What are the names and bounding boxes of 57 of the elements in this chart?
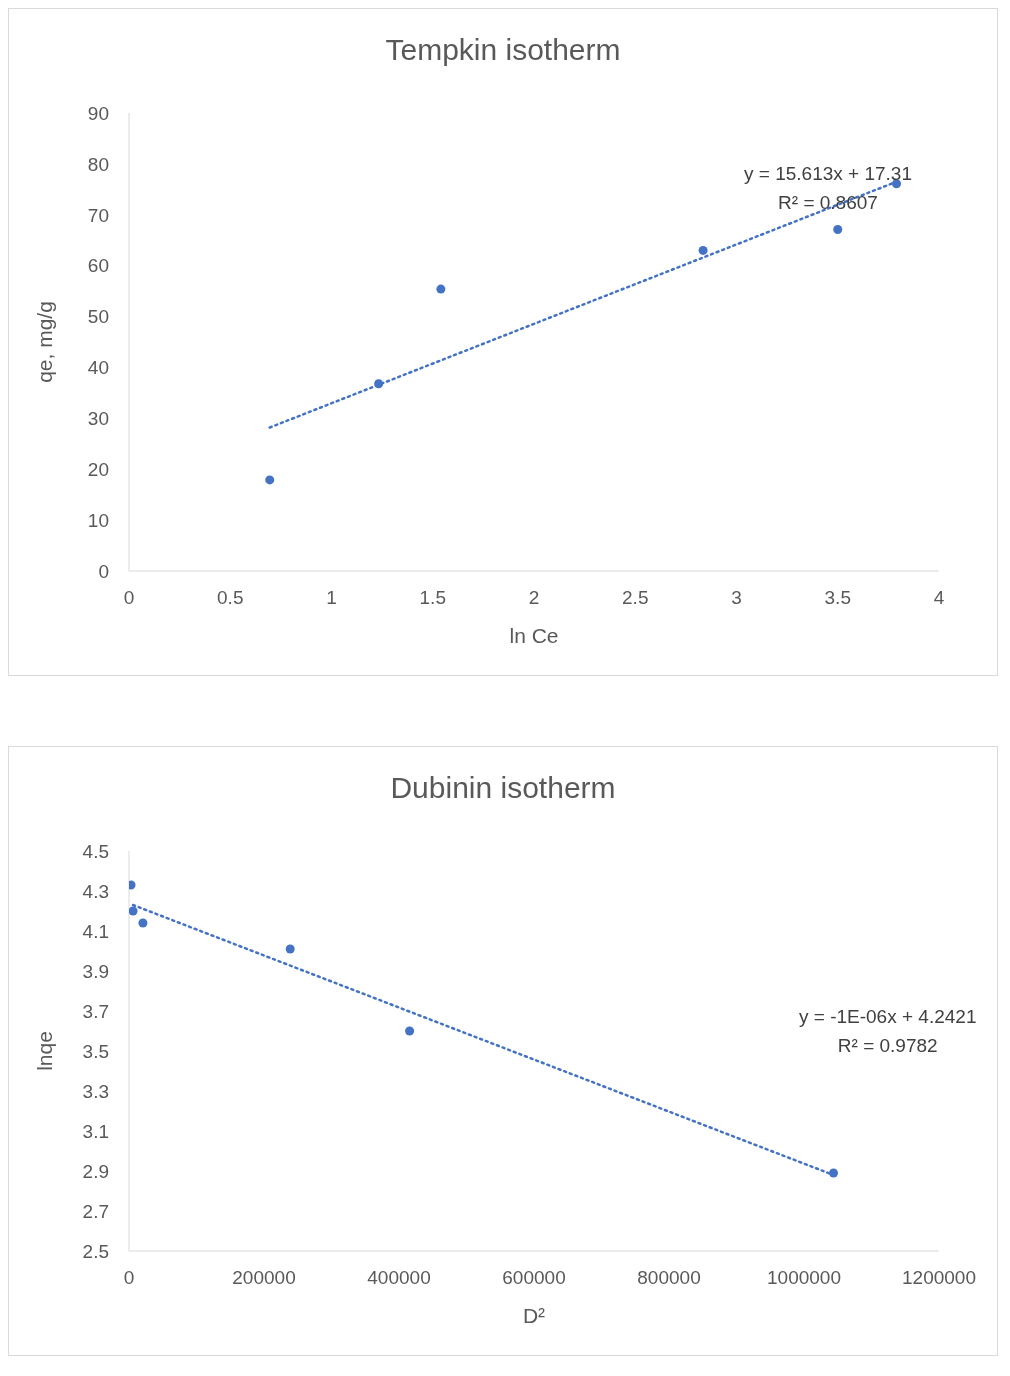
annotation: y = 15.613x + 17.31	[744, 162, 912, 186]
y-tick-label: 80	[87, 153, 109, 175]
x-tick-label: 1200000	[902, 1267, 976, 1289]
annotation: R² = 0.9782	[836, 1034, 939, 1058]
chart-title: Dubinin isotherm	[389, 770, 617, 806]
y-tick-label: 3.3	[82, 1080, 109, 1102]
y-tick-label: 3.9	[82, 960, 109, 982]
y-tick-label: 2.9	[82, 1160, 109, 1182]
x-tick-label: 200000	[232, 1267, 296, 1289]
point	[891, 179, 901, 189]
y-tick-label: 0	[98, 560, 109, 582]
y-tick-label: 30	[87, 408, 109, 430]
point	[828, 1168, 839, 1178]
y-tick-label: 70	[87, 204, 109, 226]
x-tick-label: 400000	[367, 1267, 431, 1289]
x-tick-label: 3	[731, 587, 742, 609]
y-tick-label: 10	[87, 509, 109, 531]
x-tick-label: 1000000	[767, 1267, 841, 1289]
y-tick-label: 2.5	[82, 1240, 109, 1262]
y-tick-label: 4.1	[82, 920, 109, 942]
y-tick-label: 4.3	[82, 880, 109, 902]
y-axis-title: lnqe	[33, 1031, 57, 1071]
x-axis-title: ln Ce	[509, 624, 559, 647]
y-tick-label: 3.1	[82, 1120, 109, 1142]
point	[285, 944, 295, 954]
x-tick-label: 4	[933, 587, 945, 609]
point	[374, 379, 384, 389]
point	[436, 284, 446, 294]
y-tick-label: 2.7	[82, 1200, 109, 1222]
x-tick-label: 1.5	[419, 587, 446, 609]
x-tick-label: 0	[123, 1267, 135, 1289]
y-tick-label: 3.5	[82, 1040, 109, 1062]
point	[138, 918, 148, 928]
y-tick-label: 40	[87, 357, 109, 379]
x-tick-label: 2.5	[622, 587, 649, 609]
point	[698, 245, 708, 255]
y-tick-label: 4.5	[82, 840, 109, 862]
x-axis-title: D²	[522, 1304, 546, 1327]
point	[405, 1026, 415, 1036]
y-tick-label: 60	[87, 255, 109, 277]
x-tick-label: 800000	[637, 1267, 701, 1289]
x-tick-label: 0.5	[217, 587, 244, 609]
x-tick-label: 2	[528, 587, 540, 609]
y-axis-title: qe, mg/g	[33, 301, 57, 383]
point	[833, 225, 843, 235]
x-tick-label: 3.5	[824, 587, 851, 609]
point	[265, 475, 275, 485]
point	[129, 906, 138, 916]
annotation: y = -1E-06x + 4.2421	[799, 1005, 977, 1029]
x-tick-label: 1	[326, 587, 337, 609]
y-tick-label: 3.7	[82, 1000, 109, 1022]
y-tick-label: 90	[87, 102, 109, 124]
chart-title: Tempkin isotherm	[384, 32, 622, 68]
y-tick-label: 20	[87, 458, 109, 480]
y-tick-label: 50	[87, 306, 109, 328]
x-tick-label: 0	[123, 587, 135, 609]
x-tick-label: 600000	[502, 1267, 566, 1289]
